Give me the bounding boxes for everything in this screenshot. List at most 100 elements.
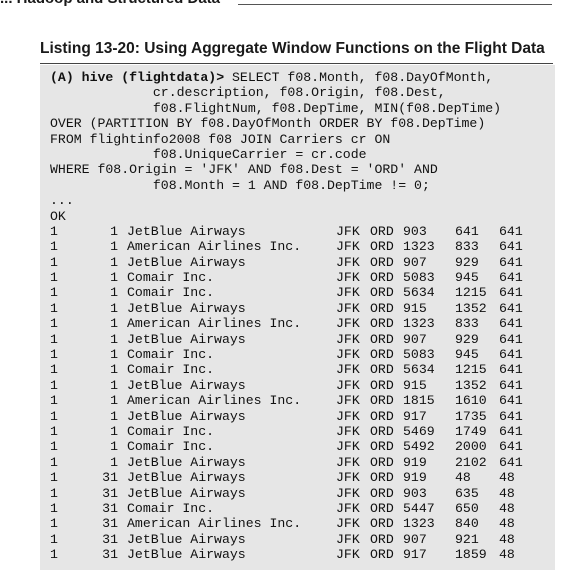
result-dest: ORD — [370, 516, 394, 532]
result-min-dep-time: 48 — [499, 470, 515, 486]
result-origin: JFK — [336, 500, 360, 516]
result-dest: ORD — [370, 454, 394, 470]
result-row: 1 31 JetBlue Airways JFK ORD 919 48 48 — [50, 470, 515, 486]
result-day-of-month: 1 — [110, 423, 118, 439]
result-day-of-month: 1 — [110, 362, 118, 378]
result-dest: ORD — [370, 547, 394, 563]
hive-prompt: (A) hive (flightdata)> — [50, 70, 225, 85]
ok-line: OK — [50, 208, 66, 224]
result-flight-num: 5083 — [403, 347, 435, 363]
result-month: 1 — [50, 300, 58, 316]
result-dest: ORD — [370, 285, 394, 301]
result-description: American Airlines Inc. — [127, 393, 302, 409]
result-dest: ORD — [370, 531, 394, 547]
query-line: WHERE f08.Origin = 'JFK' AND f08.Dest = … — [50, 162, 438, 178]
result-dest: ORD — [370, 300, 394, 316]
ellipsis-line: ... — [50, 193, 74, 209]
result-min-dep-time: 641 — [499, 377, 523, 393]
result-dest: ORD — [370, 500, 394, 516]
result-row: 1 1 American Airlines Inc. JFK ORD 1815 1610 64… — [50, 393, 523, 409]
result-day-of-month: 1 — [110, 393, 118, 409]
result-flight-num: 5492 — [403, 439, 435, 455]
result-dep-time: 2000 — [455, 439, 487, 455]
result-row: 1 31 American Airlines Inc. JFK ORD 1323 840 48 — [50, 516, 515, 532]
result-min-dep-time: 641 — [499, 423, 523, 439]
query-text: SELECT f08.Month, f08.DayOfMonth, — [224, 70, 494, 85]
result-flight-num: 5634 — [403, 285, 435, 301]
result-day-of-month: 31 — [102, 500, 118, 516]
result-row: 1 1 JetBlue Airways JFK ORD 903 641 641 — [50, 223, 523, 239]
result-day-of-month: 31 — [102, 485, 118, 501]
result-month: 1 — [50, 423, 58, 439]
result-month: 1 — [50, 223, 58, 239]
result-day-of-month: 1 — [110, 377, 118, 393]
result-day-of-month: 31 — [102, 516, 118, 532]
result-month: 1 — [50, 408, 58, 424]
result-description: Comair Inc. — [127, 347, 215, 363]
result-origin: JFK — [336, 547, 360, 563]
result-row: 1 1 Comair Inc. JFK ORD 5634 1215 641 — [50, 362, 523, 378]
result-month: 1 — [50, 547, 58, 563]
result-month: 1 — [50, 377, 58, 393]
result-dep-time: 1352 — [455, 377, 487, 393]
result-description: JetBlue Airways — [127, 531, 246, 547]
result-flight-num: 907 — [403, 531, 427, 547]
result-dest: ORD — [370, 316, 394, 332]
result-month: 1 — [50, 470, 58, 486]
result-dep-time: 1215 — [455, 285, 487, 301]
result-description: JetBlue Airways — [127, 408, 246, 424]
result-row: 1 1 JetBlue Airways JFK ORD 907 929 641 — [50, 332, 523, 347]
result-dep-time: 833 — [455, 316, 479, 332]
result-origin: JFK — [336, 223, 360, 239]
result-flight-num: 1323 — [403, 516, 435, 532]
result-row: 1 1 JetBlue Airways JFK ORD 919 2102 641 — [50, 454, 523, 470]
result-day-of-month: 1 — [110, 254, 118, 270]
result-dest: ORD — [370, 470, 394, 486]
code-block-background — [40, 65, 555, 570]
result-description: Comair Inc. — [127, 423, 215, 439]
query-line: f08.FlightNum, f08.DepTime, MIN(f08.DepT… — [50, 100, 502, 116]
result-day-of-month: 1 — [110, 270, 118, 286]
result-description: American Airlines Inc. — [127, 316, 302, 332]
result-flight-num: 919 — [403, 470, 427, 486]
result-row: 1 1 Comair Inc. JFK ORD 5083 945 641 — [50, 270, 523, 286]
result-row: 1 1 American Airlines Inc. JFK ORD 1323 833 641 — [50, 239, 523, 254]
result-dest: ORD — [370, 362, 394, 378]
result-dep-time: 2102 — [455, 454, 487, 470]
result-description: JetBlue Airways — [127, 470, 246, 486]
result-row: 1 1 Comair Inc. JFK ORD 5083 945 641 — [50, 347, 523, 363]
result-description: American Airlines Inc. — [127, 516, 302, 532]
result-day-of-month: 1 — [110, 408, 118, 424]
result-row: 1 1 JetBlue Airways JFK ORD 907 929 641 — [50, 254, 523, 270]
result-dest: ORD — [370, 393, 394, 409]
result-description: Comair Inc. — [127, 285, 215, 301]
result-description: JetBlue Airways — [127, 547, 246, 563]
result-row: 1 31 JetBlue Airways JFK ORD 907 921 48 — [50, 531, 515, 547]
result-dep-time: 1735 — [455, 408, 487, 424]
result-day-of-month: 1 — [110, 300, 118, 316]
result-day-of-month: 31 — [102, 470, 118, 486]
result-dep-time: 929 — [455, 254, 479, 270]
result-dep-time: 840 — [455, 516, 479, 532]
result-dep-time: 641 — [455, 223, 479, 239]
result-min-dep-time: 641 — [499, 270, 523, 286]
results-table: 1 1 JetBlue Airways JFK ORD 903 641 641 1 1 Americ… — [50, 223, 523, 563]
query-line: f08.Month = 1 AND f08.DepTime != 0; — [50, 177, 430, 193]
result-day-of-month: 1 — [110, 223, 118, 239]
result-row: 1 1 Comair Inc. JFK ORD 5469 1749 641 — [50, 423, 523, 439]
result-day-of-month: 1 — [110, 347, 118, 363]
result-origin: JFK — [336, 362, 360, 378]
result-month: 1 — [50, 454, 58, 470]
result-dep-time: 945 — [455, 270, 479, 286]
result-month: 1 — [50, 393, 58, 409]
result-month: 1 — [50, 485, 58, 501]
result-row: 1 31 JetBlue Airways JFK ORD 917 1859 48 — [50, 547, 515, 563]
result-origin: JFK — [336, 270, 360, 286]
result-month: 1 — [50, 516, 58, 532]
result-origin: JFK — [336, 316, 360, 332]
result-flight-num: 919 — [403, 454, 427, 470]
result-month: 1 — [50, 362, 58, 378]
result-origin: JFK — [336, 408, 360, 424]
result-origin: JFK — [336, 485, 360, 501]
result-dep-time: 1749 — [455, 423, 487, 439]
